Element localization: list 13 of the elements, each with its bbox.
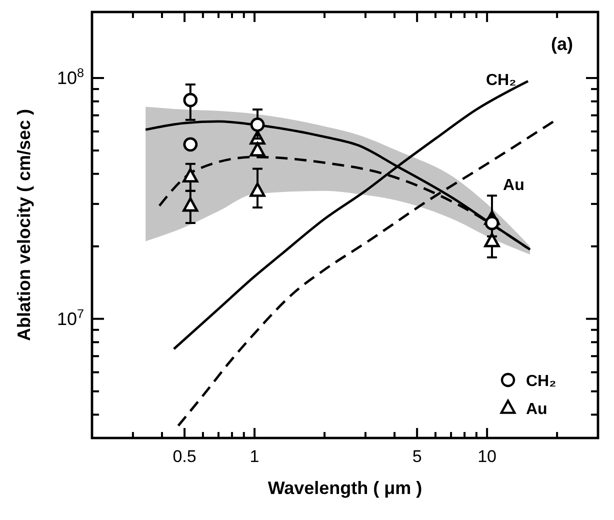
legend-label: CH₂ [526, 373, 556, 390]
y-tick-label: 10$^{7}$ [56, 306, 84, 329]
x-tick-label: 0.5 [172, 447, 196, 466]
y-tick-label: 10$^{8}$ [56, 66, 84, 88]
x-tick-label: 5 [412, 447, 422, 466]
y-axis-title: Ablation velocity ( cm/sec ) [14, 108, 34, 342]
x-axis-title: Wavelength ( μm ) [268, 478, 422, 498]
legend-label: Au [526, 401, 548, 418]
series-label: Au [503, 176, 524, 194]
x-tick-label: 1 [250, 447, 260, 466]
series-label: CH₂ [486, 72, 516, 90]
annotation: (a) [551, 34, 574, 54]
x-tick-label: 10 [478, 447, 497, 466]
